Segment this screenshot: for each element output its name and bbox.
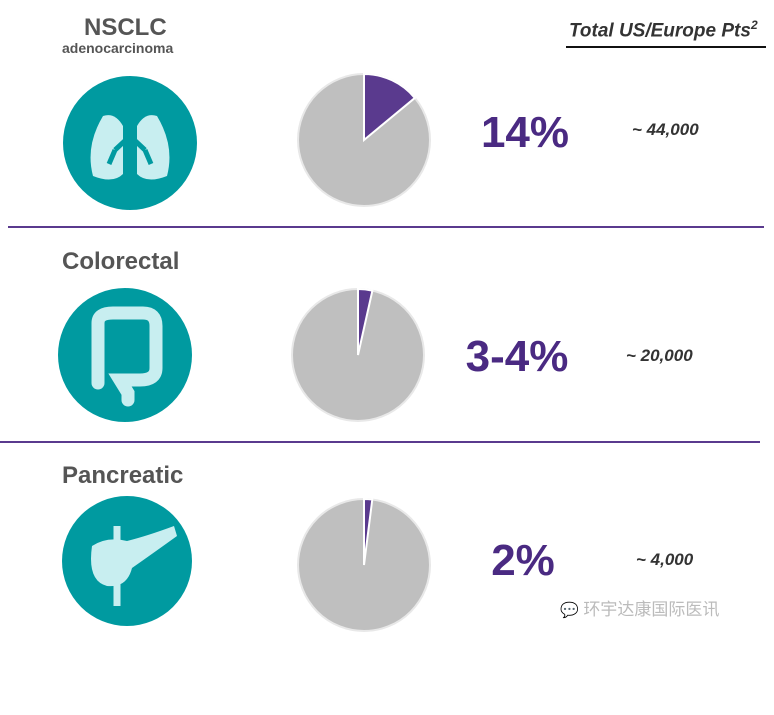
watermark-text: 环宇达康国际医讯 — [583, 600, 720, 619]
percent-nsclc: 14% — [480, 108, 570, 157]
row-title-nsclc: NSCLC — [84, 14, 167, 41]
header-text: Total US/Europe Pts — [569, 20, 751, 42]
pie-slice-highlighted — [357, 287, 374, 356]
row-title-pancreatic: Pancreatic — [62, 462, 184, 489]
row-subtitle-nsclc: adenocarcinoma — [62, 40, 174, 56]
patients-colorectal: ~ 20,000 — [626, 346, 693, 365]
divider — [8, 226, 764, 228]
pie-slice-highlighted — [363, 72, 417, 143]
wechat-icon: 💬 — [560, 602, 579, 619]
colon-icon — [91, 306, 163, 407]
pie-nsclc — [297, 72, 431, 207]
pancreatic-icon-circle — [62, 496, 192, 626]
pie-pancreatic — [297, 497, 431, 632]
colorectal-icon-circle — [58, 288, 192, 422]
percent-colorectal: 3-4% — [465, 332, 569, 381]
pancreas-icon — [91, 526, 177, 606]
watermark: 💬 环宇达康国际医讯 — [560, 595, 719, 620]
nsclc-icon-circle — [63, 76, 197, 210]
percent-pancreatic: 2% — [491, 536, 555, 585]
header-title: Total US/Europe Pts2 — [569, 18, 758, 42]
header-underline — [566, 46, 766, 48]
lungs-icon — [90, 104, 170, 180]
pie-slice-highlighted — [363, 497, 374, 566]
patients-pancreatic: ~ 4,000 — [636, 550, 694, 569]
patients-nsclc: ~ 44,000 — [632, 120, 699, 139]
divider — [0, 441, 760, 443]
pie-colorectal — [291, 287, 425, 422]
row-title-colorectal: Colorectal — [62, 248, 180, 275]
header-superscript: 2 — [750, 18, 758, 32]
